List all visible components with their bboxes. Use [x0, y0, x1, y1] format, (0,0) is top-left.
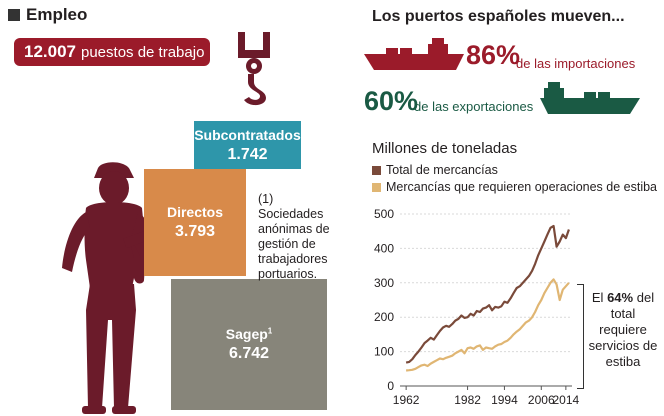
y-tick-label: 400 [374, 241, 394, 255]
box-sagep: Sagep1 6.742 [171, 279, 327, 410]
box-subcontratados: Subcontratados 1.742 [194, 121, 301, 169]
y-tick-label: 100 [374, 345, 394, 359]
footnote: (1) Sociedades anónimas de gestión de tr… [258, 192, 330, 281]
x-tick-label: 2014 [553, 393, 580, 407]
cargo-ship-icon [540, 82, 640, 114]
crane-hook-icon [238, 32, 270, 106]
box-directos: Directos 3.793 [144, 169, 246, 276]
x-tick-label: 1994 [491, 393, 518, 407]
puertos-title: Los puertos españoles mueven... [372, 8, 625, 25]
jobs-text: puestos de trabajo [81, 43, 205, 61]
jobs-value: 12.007 [24, 42, 76, 61]
x-tick-label: 1962 [393, 393, 420, 407]
square-bullet-icon [8, 9, 20, 21]
legend-label: Total de mercancías [386, 163, 498, 177]
legend-item-estiba: Mercancías que requieren operaciones de … [372, 180, 657, 194]
y-tick-label: 300 [374, 276, 394, 290]
cargo-ship-icon [364, 38, 464, 70]
x-tick-label: 2006 [528, 393, 555, 407]
x-tick-label: 1982 [454, 393, 481, 407]
jobs-total-pill: 12.007 puestos de trabajo [14, 38, 210, 66]
series-line-total [405, 224, 570, 364]
legend-swatch [372, 165, 381, 175]
section-title-empleo: Empleo [8, 5, 87, 25]
annotation-bracket [577, 284, 584, 389]
export-text: de las exportaciones [414, 99, 534, 114]
worker-silhouette-icon [62, 162, 158, 414]
annotation-pct: 64% [607, 290, 634, 305]
box-label: Subcontratados [194, 126, 301, 143]
legend-item-total: Total de mercancías [372, 163, 498, 177]
box-value: 1.742 [227, 145, 268, 163]
legend-label: Mercancías que requieren operaciones de … [386, 180, 658, 194]
box-label: Sagep1 [225, 326, 273, 342]
empleo-title: Empleo [26, 5, 88, 24]
legend-swatch [372, 182, 381, 192]
annotation-note: El 64% del total requiere servicios de e… [588, 290, 658, 369]
import-text: de las importaciones [516, 56, 636, 71]
y-tick-label: 500 [374, 207, 394, 221]
box-value: 3.793 [174, 223, 216, 240]
y-tick-label: 0 [387, 379, 394, 393]
box-label: Directos [166, 204, 224, 220]
chart-title: Millones de toneladas [372, 140, 518, 157]
export-percent: 60% [364, 86, 419, 116]
box-value: 6.742 [228, 345, 270, 362]
y-tick-label: 200 [374, 310, 394, 324]
series-line-estiba [405, 278, 570, 372]
import-percent: 86% [466, 40, 521, 70]
